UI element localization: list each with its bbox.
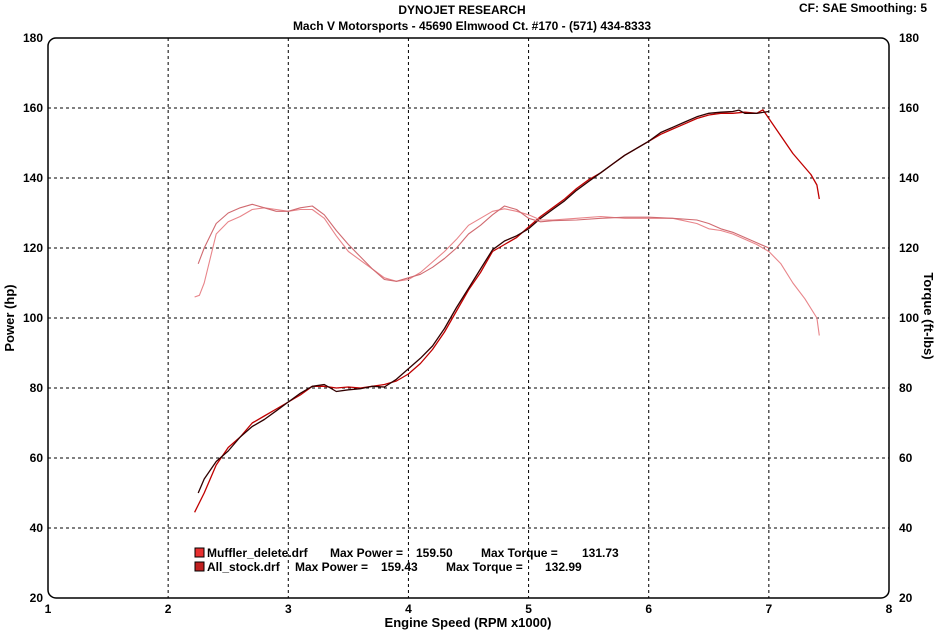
y-tick-label-160: 160 [23, 101, 43, 115]
y-tick-label-140: 140 [23, 171, 43, 185]
y2-tick-label-40: 40 [899, 521, 913, 535]
y2-tick-label-80: 80 [899, 381, 913, 395]
x-axis-label: Engine Speed (RPM x1000) [385, 615, 552, 630]
y-axis-label: Power (hp) [2, 284, 17, 351]
power-line-all-stock [197, 109, 769, 494]
y-tick-label-100: 100 [23, 311, 43, 325]
x-tick-label-7: 7 [766, 602, 773, 616]
legend-muffler-file: Muffler_delete.drf [207, 546, 309, 560]
torque-line-muffler-delete [194, 207, 820, 336]
x-tick-label-8: 8 [886, 602, 893, 616]
y-tick-label-80: 80 [30, 381, 44, 395]
legend-stock-power-label: Max Power = [295, 560, 368, 574]
y2-axis-label: Torque (ft-lbs) [921, 272, 936, 359]
grid [48, 38, 889, 598]
y2-tick-label-20: 20 [899, 591, 913, 605]
legend-swatch-muffler [194, 547, 205, 558]
legend-muffler-torque: 131.73 [582, 546, 619, 560]
y-tick-label-120: 120 [23, 241, 43, 255]
x-tick-label-4: 4 [405, 602, 412, 616]
torque-line-all-stock [197, 203, 770, 282]
legend-stock-torque: 132.99 [545, 560, 582, 574]
y-tick-label-40: 40 [30, 521, 44, 535]
x-tick-labels: 1 2 3 4 5 6 7 8 [45, 602, 893, 616]
y2-tick-label-120: 120 [899, 241, 919, 255]
legend-stock-power: 159.43 [381, 560, 418, 574]
chart-subtitle: Mach V Motorsports - 45690 Elmwood Ct. #… [293, 19, 651, 33]
y-tick-labels: 20 40 60 80 100 120 140 160 180 [23, 31, 43, 605]
y-tick-label-20: 20 [30, 591, 44, 605]
y2-tick-labels: 20 40 60 80 100 120 140 160 180 [899, 31, 919, 605]
x-tick-label-3: 3 [285, 602, 292, 616]
legend-stock-file: All_stock.drf [207, 560, 281, 574]
y2-tick-label-60: 60 [899, 451, 913, 465]
y-tick-label-180: 180 [23, 31, 43, 45]
chart-info: CF: SAE Smoothing: 5 [799, 1, 927, 15]
legend-muffler-power: 159.50 [416, 546, 453, 560]
x-tick-label-5: 5 [525, 602, 532, 616]
series-group [194, 109, 820, 513]
x-tick-label-6: 6 [645, 602, 652, 616]
x-tick-label-1: 1 [45, 602, 52, 616]
legend-muffler-power-label: Max Power = [330, 546, 403, 560]
legend-stock-torque-label: Max Torque = [446, 560, 523, 574]
legend: Muffler_delete.drf Max Power = 159.50 Ma… [194, 546, 619, 574]
y2-tick-label-180: 180 [899, 31, 919, 45]
legend-swatch-stock [194, 561, 205, 572]
y2-tick-label-160: 160 [899, 101, 919, 115]
y2-tick-label-100: 100 [899, 311, 919, 325]
plot-frame [47, 37, 890, 599]
legend-muffler-torque-label: Max Torque = [481, 546, 558, 560]
y2-tick-label-140: 140 [899, 171, 919, 185]
chart-title: DYNOJET RESEARCH [398, 3, 525, 17]
x-tick-label-2: 2 [165, 602, 172, 616]
y-tick-label-60: 60 [30, 451, 44, 465]
